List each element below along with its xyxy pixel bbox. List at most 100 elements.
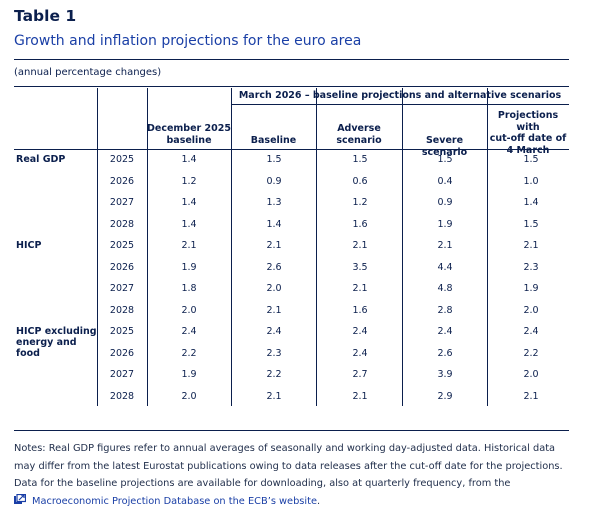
table-cell-sev: 0.4 — [437, 175, 453, 187]
group-label-line: Real GDP — [16, 154, 66, 165]
notes-text: Notes: Real GDP figures refer to annual … — [14, 443, 563, 489]
header-severe: Severe scenario — [402, 135, 487, 158]
table-cell-sev: 0.9 — [437, 197, 453, 208]
year-cell: 2028 — [109, 390, 135, 402]
top-rule — [14, 86, 569, 87]
header-december-line1: December 2025 — [147, 123, 231, 134]
table-cell-sev: 2.8 — [437, 304, 453, 316]
table-cell-dec: 1.4 — [181, 218, 197, 230]
group-header: March 2026 – baseline projections and al… — [238, 90, 562, 101]
table-cell-cut: 1.0 — [523, 175, 539, 187]
header-severe-label: Severe scenario — [421, 135, 468, 158]
table-cell-cut: 1.9 — [523, 283, 539, 294]
table-cell-dec: 1.2 — [181, 175, 197, 187]
table-cell-sev: 2.6 — [437, 347, 453, 359]
table-cell-dec: 1.9 — [181, 261, 197, 273]
vline-severe — [402, 88, 403, 406]
external-link-icon — [14, 493, 27, 505]
year-cell: 2025 — [109, 240, 135, 251]
table-cell-cut: 2.4 — [523, 326, 539, 337]
table-cell-base: 2.4 — [266, 326, 282, 337]
table-cell-base: 0.9 — [266, 175, 282, 187]
group-label-hicp: HICP — [16, 240, 41, 251]
table-cell-sev: 4.8 — [437, 283, 453, 294]
table-cell-cut: 2.3 — [523, 261, 539, 273]
table-cell-adv: 2.1 — [352, 390, 368, 402]
table-cell-dec: 2.0 — [181, 390, 197, 402]
table-cell-adv: 1.6 — [352, 218, 368, 230]
unit-note: (annual percentage changes) — [14, 67, 162, 78]
header-cutoff-line1: Projections with — [497, 110, 559, 133]
table-cell-base: 2.0 — [266, 283, 282, 294]
vline-adverse — [316, 88, 317, 406]
vline-december — [147, 88, 148, 406]
group-label-line: food — [16, 348, 40, 359]
table-cell-dec: 1.9 — [181, 369, 197, 380]
header-cutoff-line3: 4 March — [506, 144, 550, 156]
table-cell-cut: 2.2 — [523, 347, 539, 359]
group-label-hicp-excl: HICP excluding energy and food — [16, 326, 97, 359]
header-december: December 2025 baseline — [147, 123, 231, 146]
table-cell-cut: 1.5 — [523, 154, 539, 165]
notes: Notes: Real GDP figures refer to annual … — [14, 440, 574, 510]
table-cell-dec: 1.4 — [181, 154, 197, 165]
year-cell: 2026 — [109, 347, 135, 359]
title-rule — [14, 59, 569, 60]
header-december-line2: baseline — [166, 134, 212, 146]
table-cell-sev: 3.9 — [437, 369, 453, 380]
database-link[interactable]: Macroeconomic Projection Database on the… — [32, 495, 317, 507]
table-cell-cut: 2.0 — [523, 369, 539, 380]
table-cell-sev: 4.4 — [437, 261, 453, 273]
year-cell: 2027 — [109, 197, 135, 208]
header-adverse: Adverse scenario — [316, 123, 402, 146]
table-cell-sev: 1.5 — [437, 154, 453, 165]
table-cell-base: 2.3 — [266, 347, 282, 359]
table-cell-adv: 2.1 — [352, 283, 368, 294]
year-cell: 2027 — [109, 283, 135, 294]
table-cell-adv: 2.4 — [352, 347, 368, 359]
header-baseline-label: Baseline — [250, 135, 297, 146]
table-cell-base: 2.6 — [266, 261, 282, 273]
group-label-line: energy and — [16, 337, 77, 348]
table-cell-cut: 2.0 — [523, 304, 539, 316]
table-cell-cut: 1.5 — [523, 218, 539, 230]
table-cell-dec: 2.1 — [181, 240, 197, 251]
table-cell-adv: 1.2 — [352, 197, 368, 208]
table-cell-cut: 2.1 — [523, 240, 539, 251]
table-cell-cut: 2.1 — [523, 390, 539, 402]
year-cell: 2026 — [109, 175, 135, 187]
table-cell-cut: 1.4 — [523, 197, 539, 208]
table-cell-base: 2.2 — [266, 369, 282, 380]
link-suffix: . — [317, 495, 321, 507]
table-cell-dec: 1.4 — [181, 197, 197, 208]
table-cell-dec: 1.8 — [181, 283, 197, 294]
table-cell-sev: 1.9 — [437, 218, 453, 230]
year-cell: 2026 — [109, 261, 135, 273]
table-cell-adv: 2.4 — [352, 326, 368, 337]
group-label-line: HICP excluding — [16, 326, 97, 337]
header-cutoff: Projections with cut-off date of 4 March — [487, 110, 569, 156]
year-cell: 2028 — [109, 218, 135, 230]
table-cell-base: 2.1 — [266, 304, 282, 316]
header-adverse-line2: scenario — [336, 134, 382, 146]
table-cell-base: 2.1 — [266, 240, 282, 251]
table-cell-dec: 2.0 — [181, 304, 197, 316]
table-cell-adv: 3.5 — [352, 261, 368, 273]
table-cell-adv: 2.7 — [352, 369, 368, 380]
table-cell-base: 2.1 — [266, 390, 282, 402]
year-cell: 2027 — [109, 369, 135, 380]
bottom-rule — [14, 430, 569, 431]
group-label-line: HICP — [16, 240, 42, 251]
table-cell-sev: 2.4 — [437, 326, 453, 337]
table-cell-adv: 0.6 — [352, 175, 368, 187]
table-cell-adv: 2.1 — [352, 240, 368, 251]
group-header-rule — [231, 104, 569, 105]
year-cell: 2028 — [109, 304, 135, 316]
year-cell: 2025 — [109, 326, 135, 337]
group-label-real-gdp: Real GDP — [16, 154, 65, 165]
table-cell-dec: 2.4 — [181, 326, 197, 337]
table-cell-base: 1.5 — [266, 154, 282, 165]
table-cell-adv: 1.6 — [352, 304, 368, 316]
vline-cutoff — [487, 88, 488, 406]
table-cell-sev: 2.1 — [437, 240, 453, 251]
